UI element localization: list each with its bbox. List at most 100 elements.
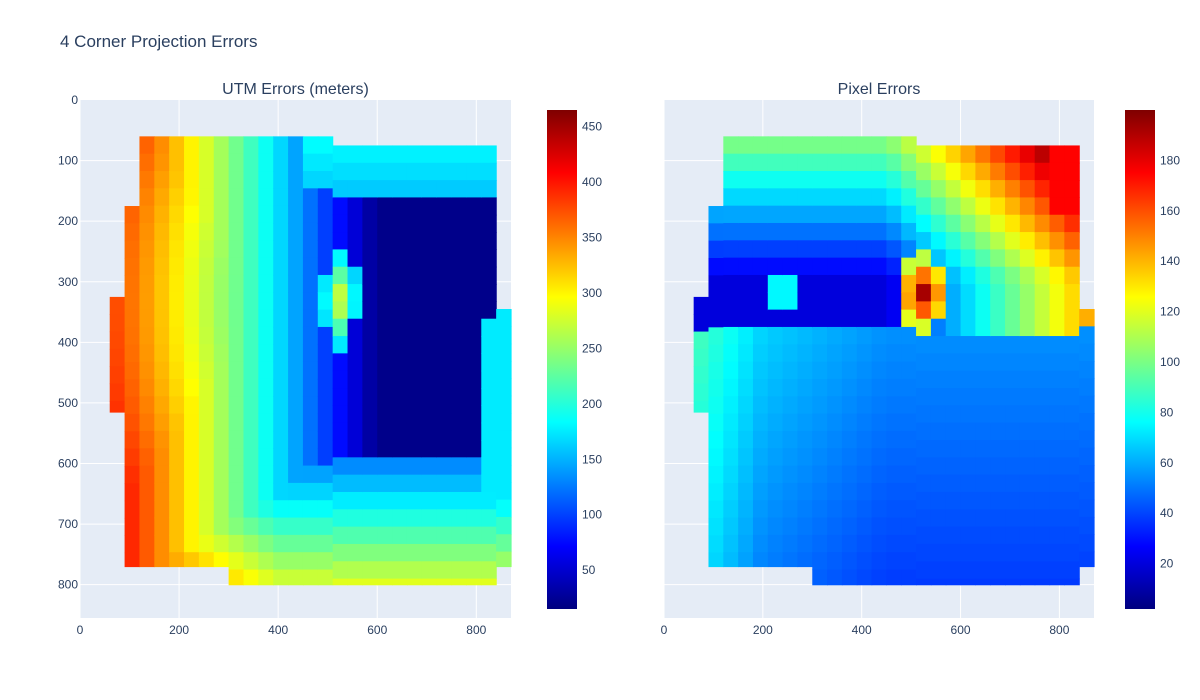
heatmap-cell bbox=[723, 171, 739, 189]
heatmap-cell bbox=[990, 353, 1006, 372]
heatmap-cell bbox=[228, 188, 245, 207]
heatmap-cell bbox=[945, 543, 962, 562]
heatmap-cell bbox=[738, 361, 754, 380]
heatmap-cell bbox=[198, 153, 215, 172]
heatmap-cell bbox=[124, 431, 141, 450]
heatmap-cell bbox=[258, 396, 274, 415]
heatmap-cell bbox=[871, 534, 888, 553]
heatmap-cell bbox=[856, 500, 873, 519]
heatmap-cell bbox=[154, 188, 170, 207]
heatmap-cell bbox=[317, 153, 334, 172]
heatmap-cell bbox=[451, 561, 468, 580]
heatmap-cell bbox=[481, 491, 497, 510]
heatmap-cell bbox=[1064, 578, 1080, 586]
heatmap-cell bbox=[1049, 491, 1065, 510]
heatmap-cell bbox=[886, 326, 902, 345]
heatmap-cell bbox=[738, 413, 754, 432]
heatmap-cell bbox=[377, 578, 393, 586]
heatmap-cell bbox=[752, 448, 769, 467]
heatmap-cell bbox=[377, 370, 393, 389]
heatmap-cell bbox=[198, 500, 215, 519]
heatmap-cell bbox=[1034, 509, 1051, 528]
heatmap-cell bbox=[752, 274, 769, 293]
heatmap-cell bbox=[708, 309, 724, 328]
heatmap-cell bbox=[258, 136, 274, 155]
heatmap-cell bbox=[960, 457, 976, 476]
heatmap-cell bbox=[481, 180, 497, 199]
heatmap-cell bbox=[243, 448, 259, 467]
heatmap-cell bbox=[990, 474, 1006, 493]
heatmap-cell bbox=[273, 534, 289, 553]
heatmap-cell bbox=[362, 561, 378, 580]
heatmap-cell bbox=[797, 430, 813, 449]
heatmap-cell bbox=[421, 457, 438, 476]
heatmap-cell bbox=[767, 396, 784, 415]
heatmap-cell bbox=[752, 500, 769, 519]
heatmap-cell bbox=[406, 526, 423, 545]
heatmap-cell bbox=[1049, 543, 1065, 562]
heatmap-cell bbox=[466, 180, 482, 199]
heatmap-cell bbox=[812, 517, 828, 536]
heatmap-cell bbox=[945, 284, 962, 302]
heatmap-cell bbox=[1079, 309, 1095, 327]
heatmap-cell bbox=[406, 301, 423, 320]
heatmap-cell bbox=[841, 396, 858, 415]
heatmap-cell bbox=[975, 301, 991, 320]
heatmap-cell bbox=[332, 162, 349, 181]
heatmap-cell bbox=[377, 509, 393, 528]
heatmap-cell bbox=[827, 378, 843, 397]
heatmap-cell bbox=[1005, 318, 1021, 337]
heatmap-cell bbox=[421, 336, 438, 354]
heatmap-cell bbox=[871, 292, 888, 311]
heatmap-cell bbox=[812, 378, 828, 397]
heatmap-cell bbox=[184, 153, 200, 172]
heatmap-cell bbox=[871, 569, 888, 586]
heatmap-cell bbox=[1034, 422, 1051, 441]
heatmap-cell bbox=[782, 257, 799, 276]
heatmap-cell bbox=[288, 482, 304, 501]
heatmap-cell bbox=[184, 361, 200, 380]
heatmap-cell bbox=[213, 240, 230, 259]
heatmap-cell bbox=[886, 500, 902, 519]
heatmap-cell bbox=[782, 292, 799, 311]
heatmap-cell bbox=[302, 378, 319, 397]
heatmap-cell bbox=[782, 413, 799, 432]
heatmap-cell bbox=[421, 214, 438, 233]
heatmap-cell bbox=[392, 266, 408, 285]
heatmap-cell bbox=[392, 543, 408, 562]
colorbar-bar bbox=[547, 110, 577, 609]
heatmap-cell bbox=[812, 534, 828, 553]
heatmap-cell bbox=[481, 457, 497, 476]
heatmap-cell bbox=[960, 232, 976, 250]
heatmap-cell bbox=[752, 430, 769, 449]
heatmap-cell bbox=[960, 422, 976, 441]
heatmap-cell bbox=[930, 249, 947, 268]
heatmap-cell bbox=[421, 422, 438, 441]
heatmap-cell bbox=[827, 205, 843, 224]
heatmap-cell bbox=[406, 491, 423, 510]
heatmap-cell bbox=[975, 249, 991, 268]
heatmap-cell bbox=[1019, 353, 1036, 372]
heatmap-cell bbox=[213, 222, 230, 241]
heatmap-cell bbox=[871, 171, 888, 189]
heatmap-cell bbox=[406, 284, 423, 302]
heatmap-cell bbox=[466, 440, 482, 458]
heatmap-cell bbox=[1034, 561, 1051, 580]
heatmap-cell bbox=[708, 431, 724, 450]
heatmap-cell bbox=[1049, 440, 1065, 458]
heatmap-cell bbox=[960, 578, 976, 586]
heatmap-cell bbox=[812, 500, 828, 519]
heatmap-cell bbox=[406, 353, 423, 372]
heatmap-cell bbox=[421, 232, 438, 250]
heatmap-cell bbox=[945, 197, 962, 216]
heatmap-cell bbox=[213, 188, 230, 207]
heatmap-cell bbox=[797, 482, 813, 501]
heatmap-cell bbox=[782, 517, 799, 536]
heatmap-cell bbox=[243, 482, 259, 501]
heatmap-cell bbox=[451, 405, 468, 424]
heatmap-cell bbox=[154, 222, 170, 241]
heatmap-cell bbox=[930, 318, 947, 337]
heatmap-cell bbox=[288, 222, 304, 241]
heatmap-cell bbox=[317, 344, 334, 363]
heatmap-cell bbox=[451, 543, 468, 562]
